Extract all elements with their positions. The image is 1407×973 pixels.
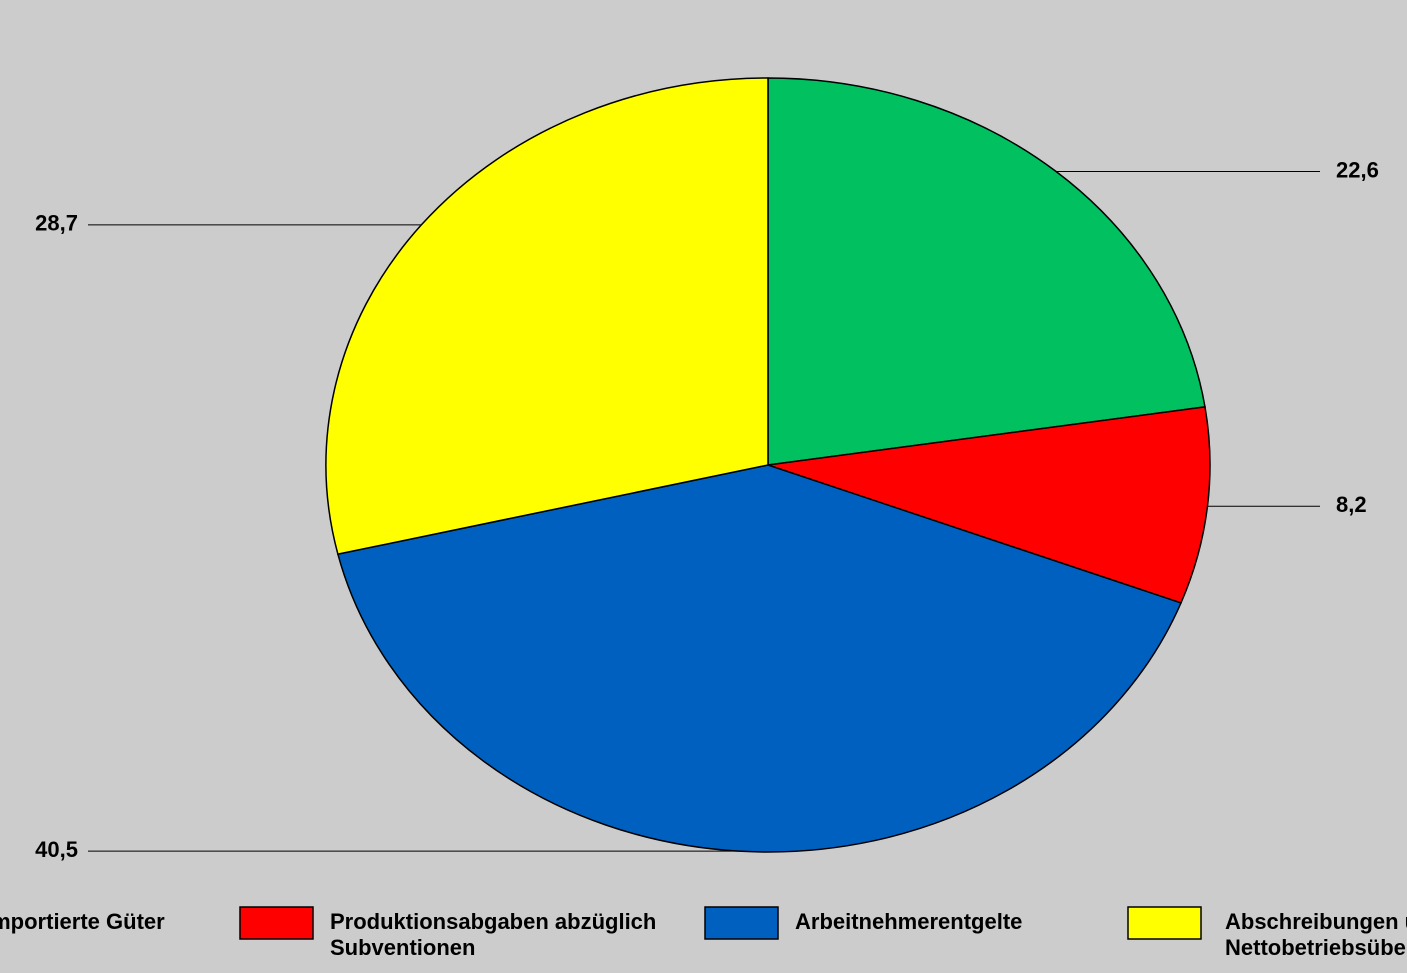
legend-swatch	[704, 906, 779, 940]
legend-label-line: Abschreibungen und	[1225, 909, 1407, 934]
legend-label: Produktionsabgaben abzüglich Subventionen	[330, 909, 656, 960]
legend-label: Arbeitnehmerentgelte	[795, 909, 1022, 934]
pie-slice	[767, 406, 1211, 604]
data-label: 8,2	[1336, 492, 1367, 517]
pie-slice	[767, 77, 1206, 466]
legend-swatch	[1127, 906, 1202, 940]
data-label: 22,6	[1336, 157, 1379, 182]
data-label: 28,7	[35, 211, 78, 236]
legend-label-line: Nettobetriebsüberschuss	[1225, 935, 1407, 960]
legend-label: Abschreibungen undNettobetriebsüberschus…	[1225, 909, 1407, 960]
legend-label: Importierte Güter	[0, 909, 165, 934]
legend-swatch	[239, 906, 314, 940]
legend-label-line: Subventionen	[330, 935, 475, 960]
data-label: 40,5	[35, 837, 78, 862]
legend-label-line: Produktionsabgaben abzüglich	[330, 909, 656, 934]
pie-slice	[336, 464, 1182, 853]
